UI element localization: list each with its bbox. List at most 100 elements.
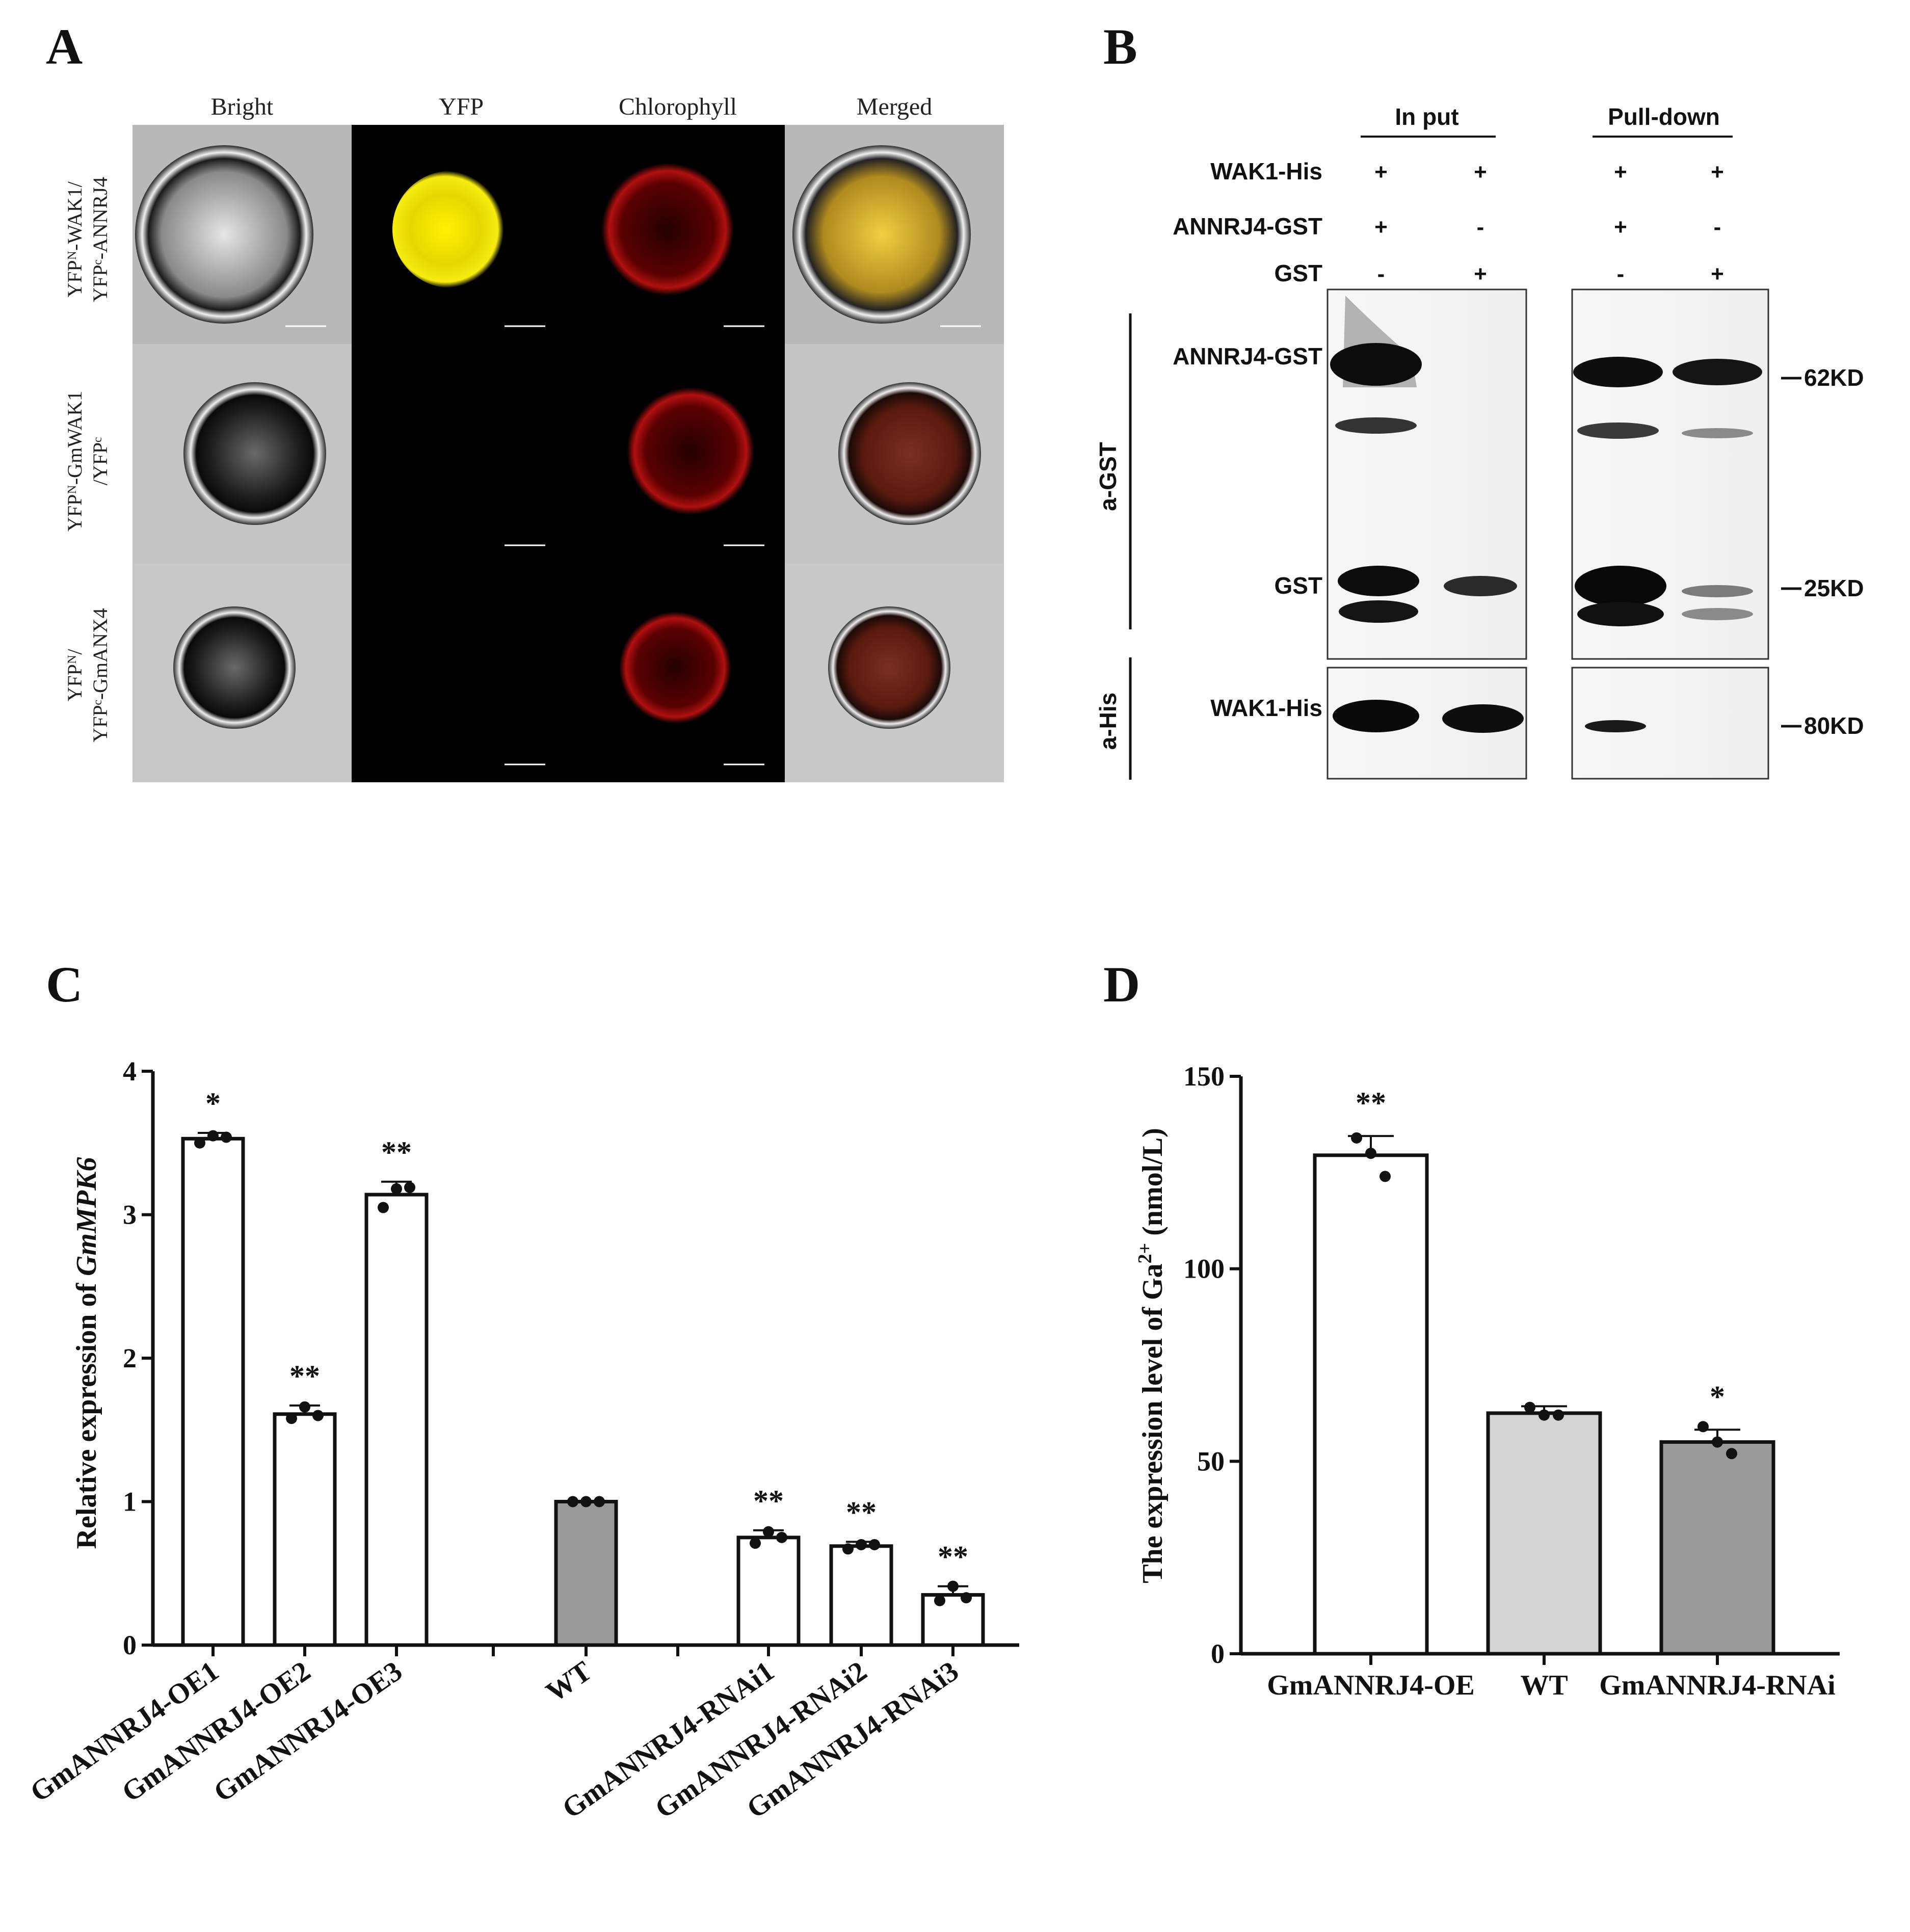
significance-marker: ** xyxy=(1356,1086,1386,1120)
scale-bars xyxy=(285,325,981,765)
marker-25kd: 25KD xyxy=(1804,575,1864,601)
row-label-1-line1: YFPᴺ-WAK1/ xyxy=(63,181,86,297)
significance-marker: ** xyxy=(938,1540,968,1574)
bar xyxy=(921,1593,985,1647)
y-axis-label-c: Relative expression of GmMPK6 xyxy=(71,1157,102,1549)
cell-r2-bright xyxy=(183,382,326,525)
band-label-gst: GST xyxy=(1274,572,1322,599)
band-label-annrj4-gst: ANNRJ4-GST xyxy=(1173,343,1322,369)
x-tick-label: GmANNRJ4-OE xyxy=(1267,1670,1475,1701)
band-wak1-his-input-lane1 xyxy=(1333,700,1419,732)
condition-label-annrj4-gst: ANNRJ4-GST xyxy=(1173,213,1322,240)
data-point xyxy=(1726,1448,1737,1460)
data-point xyxy=(207,1130,219,1142)
data-point xyxy=(299,1401,310,1413)
sign: + xyxy=(1374,160,1388,184)
band-degradation-pulldown-lane1 xyxy=(1577,422,1659,439)
data-point xyxy=(1538,1409,1550,1421)
cell-r1-chlorophyll xyxy=(601,163,734,296)
y-axis-label-d: The expression level of Ga2+ (nmol/L) xyxy=(1134,1128,1169,1583)
band-gst-input-lane1 xyxy=(1338,566,1419,596)
band-gst-pulldown-lane2 xyxy=(1682,585,1753,597)
sign: - xyxy=(1377,261,1385,286)
row-label-1-line2: YFPᶜ-ANNRJ4 xyxy=(89,177,112,302)
x-tick-label: GmANNRJ4-RNAi xyxy=(1599,1670,1836,1701)
bar xyxy=(273,1412,337,1647)
data-point xyxy=(391,1183,402,1195)
significance-marker: * xyxy=(205,1087,221,1120)
marker-80kd: 80KD xyxy=(1804,712,1864,739)
data-point xyxy=(869,1539,880,1550)
group-header-pulldown: Pull-down xyxy=(1608,103,1720,130)
bar xyxy=(554,1500,618,1647)
antibody-label-his: a-His xyxy=(1095,693,1121,750)
tile-r3-yfp xyxy=(352,563,571,782)
y-tick-label: 0 xyxy=(123,1630,137,1660)
band-annrj4-gst-pulldown-lane2 xyxy=(1673,359,1762,385)
bar xyxy=(1313,1153,1429,1656)
row-label-1: YFPᴺ-WAK1/ YFPᶜ-ANNRJ4 xyxy=(63,177,112,302)
bar xyxy=(829,1544,893,1647)
cell-r3-bright xyxy=(173,606,296,729)
row-label-2-line1: YFPᴺ-GmWAK1 xyxy=(63,391,86,532)
y-axis-label-c-prefix: Relative expression of xyxy=(71,1276,102,1549)
data-point xyxy=(1553,1409,1564,1421)
band-degradation-input-lane1 xyxy=(1335,417,1417,434)
sign: + xyxy=(1474,160,1487,184)
cell-r3-chlorophyll xyxy=(619,612,731,724)
data-point xyxy=(1380,1171,1391,1182)
data-point xyxy=(1524,1401,1535,1413)
data-point xyxy=(947,1580,959,1592)
chart-ga-expression: The expression level of Ga2+ (nmol/L) 0 5… xyxy=(1134,1061,1840,1701)
row-label-3: YFPᴺ/ YFPᶜ-GmANX4 xyxy=(63,608,112,743)
group-header-input: In put xyxy=(1395,103,1458,130)
panel-letter-a: A xyxy=(46,18,83,75)
band-wak1-his-pulldown-lane1 xyxy=(1585,720,1646,732)
data-point xyxy=(221,1131,232,1143)
band-gst2-input-lane1 xyxy=(1339,600,1418,623)
band-annrj4-gst-pulldown-lane1 xyxy=(1573,357,1663,387)
significance-marker: ** xyxy=(846,1495,877,1529)
cell-r1-yfp xyxy=(392,171,510,288)
significance-marker: ** xyxy=(753,1484,784,1518)
column-header-bright: Bright xyxy=(211,93,274,120)
x-tick-label: WT xyxy=(540,1655,597,1708)
data-point xyxy=(594,1496,605,1507)
row-label-2: YFPᴺ-GmWAK1 /YFPᶜ xyxy=(63,391,112,532)
sign: + xyxy=(1614,215,1627,240)
y-axis-label-d-prefix: The expression level of Ga xyxy=(1137,1263,1169,1583)
cell-r2-chlorophyll xyxy=(627,387,754,515)
y-tick-label: 4 xyxy=(123,1056,137,1087)
chart-relative-expression: Relative expression of GmMPK6 01234*GmAN… xyxy=(24,1056,1019,1825)
band-label-wak1-his: WAK1-His xyxy=(1210,695,1322,721)
sign: + xyxy=(1374,215,1388,240)
data-point xyxy=(1712,1436,1723,1448)
panel-letter-c: C xyxy=(46,956,83,1013)
cell-r1-bright xyxy=(135,145,313,324)
sign-grid: + + + + + - + - - + - + xyxy=(1374,160,1724,286)
y-tick-label: 1 xyxy=(123,1487,137,1517)
significance-marker: ** xyxy=(381,1135,412,1169)
tile-r2-yfp xyxy=(352,344,571,563)
data-point xyxy=(567,1496,578,1507)
sign: - xyxy=(1617,261,1625,286)
y-axis-label-c-gene: GmMPK6 xyxy=(71,1157,102,1276)
cell-r2-merged xyxy=(838,382,981,525)
data-point xyxy=(1697,1421,1709,1433)
bar xyxy=(1659,1440,1775,1656)
data-point xyxy=(404,1182,415,1194)
sign: - xyxy=(1714,215,1721,240)
band-wak1-his-input-lane2 xyxy=(1442,704,1524,733)
row-label-3-line2: YFPᶜ-GmANX4 xyxy=(89,608,112,743)
panel-b-western-blot: In put Pull-down WAK1-His ANNRJ4-GST GST… xyxy=(1095,103,1864,780)
y-axis-label-d-suffix: (nmol/L) xyxy=(1137,1128,1169,1243)
data-point xyxy=(1365,1148,1376,1159)
data-point xyxy=(750,1538,761,1549)
band-gst-pulldown-lane1 xyxy=(1575,566,1666,606)
significance-marker: ** xyxy=(289,1359,320,1393)
sign: + xyxy=(1711,261,1724,286)
data-point xyxy=(842,1543,854,1555)
marker-62kd: 62KD xyxy=(1804,364,1864,391)
x-tick-label: WT xyxy=(1520,1670,1568,1701)
